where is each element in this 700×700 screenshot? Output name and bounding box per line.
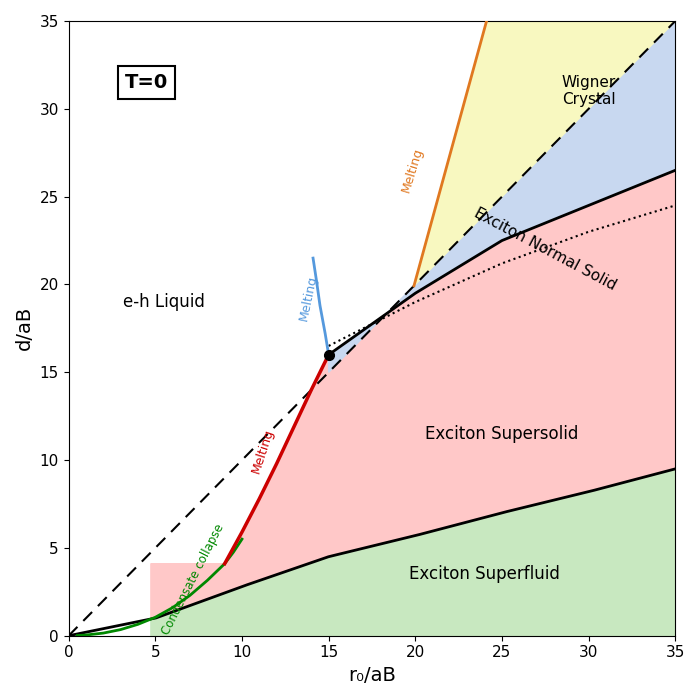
- Polygon shape: [151, 170, 676, 619]
- Polygon shape: [151, 469, 676, 636]
- X-axis label: r₀/aB: r₀/aB: [348, 666, 396, 685]
- Text: Condensate collapse: Condensate collapse: [160, 522, 227, 637]
- Text: T=0: T=0: [125, 73, 168, 92]
- Text: Melting: Melting: [297, 274, 319, 323]
- Text: Melting: Melting: [249, 427, 276, 475]
- Text: Wigner
Crystal: Wigner Crystal: [561, 75, 616, 108]
- Polygon shape: [328, 21, 676, 372]
- Text: Melting: Melting: [399, 146, 425, 195]
- Text: Exciton Superfluid: Exciton Superfluid: [410, 566, 560, 583]
- Text: e-h Liquid: e-h Liquid: [123, 293, 205, 311]
- Y-axis label: d/aB: d/aB: [15, 306, 34, 351]
- Text: Exciton Supersolid: Exciton Supersolid: [426, 425, 579, 442]
- Text: Exciton Normal Solid: Exciton Normal Solid: [472, 206, 619, 293]
- Polygon shape: [414, 21, 676, 286]
